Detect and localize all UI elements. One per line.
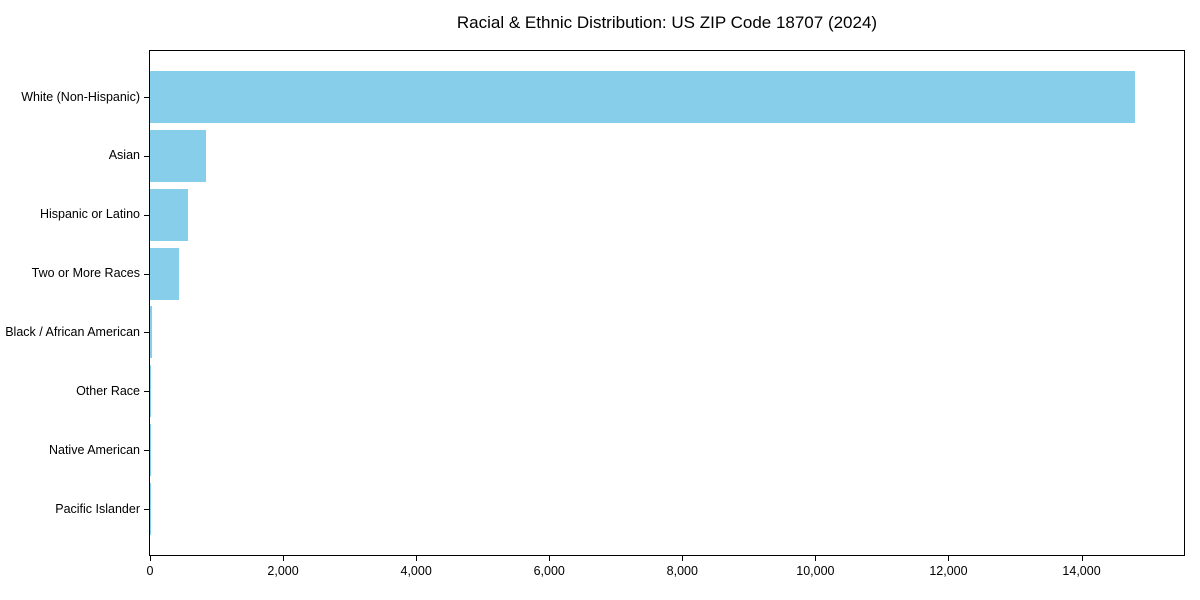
bar-pacific-islander (150, 483, 151, 535)
y-tick-mark (144, 155, 149, 157)
y-tick-mark (144, 332, 149, 334)
x-tick-mark (815, 556, 817, 561)
y-tick-mark (144, 97, 149, 98)
bar-black-african-american (150, 306, 153, 359)
x-tick-label-14000: 14,000 (1062, 564, 1101, 578)
x-tick-label-2000: 2,000 (267, 564, 299, 578)
y-tick-mark (144, 273, 149, 275)
y-tick-label-asian: Asian (108, 148, 140, 163)
x-tick-mark (150, 556, 151, 561)
x-tick-label-0: 0 (146, 564, 154, 578)
bar-hispanic-or-latino (150, 188, 188, 241)
y-tick-mark (144, 391, 149, 393)
x-tick-label-10000: 10,000 (796, 564, 835, 578)
x-tick-label-6000: 6,000 (533, 564, 565, 578)
y-tick-label-pacific-islander: Pacific Islander (55, 501, 140, 516)
bar-white-non-hispanic (150, 71, 1135, 123)
x-tick-label-8000: 8,000 (666, 564, 698, 578)
x-tick-mark (948, 556, 950, 561)
y-tick-label-two-or-more-races: Two or More Races (31, 266, 140, 281)
bar-asian (150, 129, 207, 182)
x-tick-mark (416, 556, 418, 561)
y-tick-mark (144, 509, 149, 510)
y-tick-label-other-race: Other Race (76, 383, 140, 398)
chart-title: Racial & Ethnic Distribution: US ZIP Cod… (456, 13, 878, 32)
x-tick-mark (1081, 556, 1083, 561)
y-tick-label-native-american: Native American (48, 442, 140, 457)
x-tick-mark (682, 556, 684, 561)
y-tick-mark (144, 450, 149, 452)
x-tick-mark (283, 556, 285, 561)
y-tick-label-hispanic-or-latino: Hispanic or Latino (39, 207, 140, 222)
x-tick-label-4000: 4,000 (400, 564, 432, 578)
bar-other-race (150, 365, 152, 418)
x-tick-mark (549, 556, 551, 561)
y-tick-mark (144, 214, 149, 216)
plot-area: White (Non-Hispanic) Asian Hispanic or Lat… (5, 50, 1185, 578)
bar-two-or-more-races (150, 247, 179, 300)
bar-native-american (150, 424, 151, 477)
x-tick-label-12000: 12,000 (929, 564, 968, 578)
y-tick-label-black-african-american: Black / African American (5, 324, 140, 339)
y-tick-label-white-non-hispanic: White (Non-Hispanic) (21, 89, 140, 104)
